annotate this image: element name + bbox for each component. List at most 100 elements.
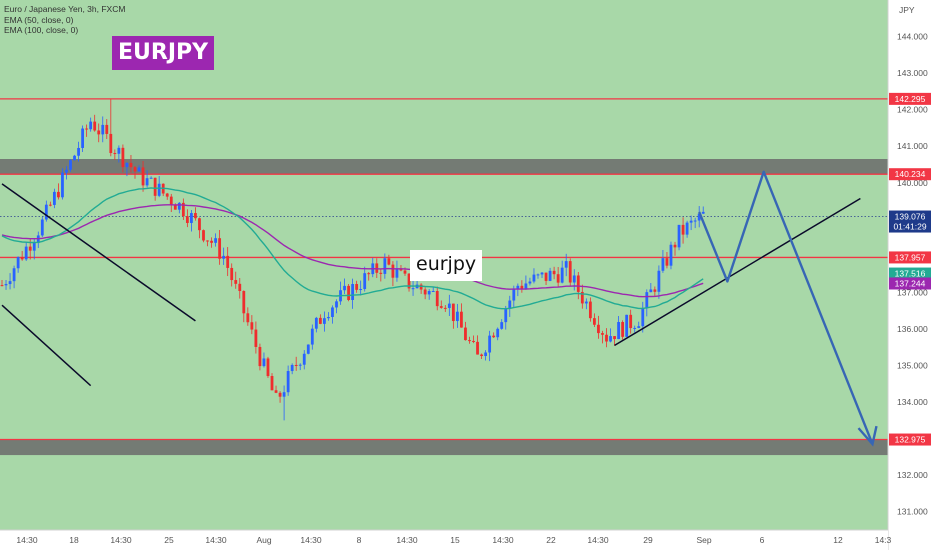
candle-body [8, 281, 12, 285]
candle-body [77, 147, 80, 156]
candle-body [16, 257, 20, 269]
x-tick-label: 14:3 [875, 535, 892, 545]
candle-body [411, 288, 415, 290]
candle-body [141, 167, 145, 186]
candle-body [455, 311, 459, 322]
candle-body [210, 240, 213, 243]
candle-body [496, 328, 500, 338]
candle-body [588, 301, 592, 319]
candle-body [335, 301, 338, 308]
candle-body [625, 314, 629, 337]
x-tick-label: 12 [833, 535, 843, 545]
candle-body [61, 172, 64, 198]
candle-body [653, 289, 657, 292]
x-tick-label: 8 [357, 535, 362, 545]
projection-arrowhead [857, 425, 878, 447]
legend-ema100[interactable]: EMA (100, close, 0) [4, 25, 79, 35]
candle-body [460, 311, 463, 328]
candle-body [258, 346, 262, 367]
candle-body [564, 261, 568, 268]
candle-body [480, 354, 483, 357]
time-axis-panel[interactable] [0, 530, 888, 550]
candle-body [560, 267, 564, 283]
y-tick-label: 142.000 [897, 105, 928, 115]
price-tag-bg [889, 92, 931, 105]
ema50-line [1, 187, 704, 310]
y-tick-label: 144.000 [897, 32, 928, 42]
y-tick-label: 140.000 [897, 178, 928, 188]
candle-body [697, 213, 701, 221]
candle-body [633, 327, 637, 329]
candle-body [347, 285, 350, 301]
candle-body [278, 392, 282, 397]
candle-body [689, 220, 693, 223]
candle-body [173, 204, 177, 210]
candle-body [351, 284, 355, 301]
candle-body [629, 314, 633, 329]
ema-layer [1, 187, 704, 310]
candle-body [52, 191, 56, 205]
candle-body [28, 246, 32, 251]
price-tag-bg [889, 277, 931, 290]
candle-body [250, 322, 254, 330]
countdown-label: 01:41:29 [893, 222, 926, 232]
y-tick-label: 131.000 [897, 507, 928, 517]
candle-body [601, 333, 604, 335]
candle-body [427, 291, 431, 295]
candle-body [641, 308, 645, 327]
candle-body [383, 258, 387, 274]
candle-body [137, 167, 141, 172]
currency-label: JPY [899, 5, 915, 15]
candle-body [234, 280, 238, 284]
candle-body [395, 269, 399, 278]
candle-body [423, 289, 427, 295]
candle-body [40, 219, 44, 236]
candle-body [605, 334, 608, 342]
candle-body [685, 222, 689, 235]
candle-body [117, 147, 121, 154]
candle-body [169, 196, 173, 205]
candle-body [661, 258, 665, 271]
candle-body [367, 273, 371, 275]
candle-body [121, 147, 125, 168]
x-tick-label: 22 [546, 535, 556, 545]
candle-body [69, 160, 72, 170]
price-tag-label: 137.244 [895, 278, 926, 288]
price-tag-bg [889, 168, 931, 181]
candle-body [512, 288, 516, 301]
candle-body [677, 224, 681, 248]
candle-body [89, 121, 93, 130]
candle-body [323, 318, 326, 324]
candle-body [230, 267, 234, 281]
legend-ema50[interactable]: EMA (50, close, 0) [4, 14, 74, 25]
candle-body [266, 358, 270, 377]
candle-body [65, 169, 68, 173]
candle-body [645, 292, 649, 309]
zone-0 [0, 159, 888, 174]
zones-layer [0, 159, 888, 456]
candle-body [222, 255, 226, 259]
candle-body [302, 353, 306, 365]
trendline-0 [1, 183, 196, 322]
candle-body [105, 124, 109, 134]
legend-symbol[interactable]: Euro / Japanese Yen, 3h, FXCM [4, 4, 126, 14]
y-tick-label: 132.000 [897, 470, 928, 480]
y-tick-label: 135.000 [897, 361, 928, 371]
candle-body [508, 300, 512, 309]
y-tick-label: 136.000 [897, 324, 928, 334]
candles-layer [0, 98, 705, 421]
candle-body [665, 258, 669, 266]
x-tick-label: 18 [69, 535, 79, 545]
candle-body [435, 291, 439, 307]
candle-body [544, 272, 548, 281]
candle-body [202, 230, 205, 241]
candle-body [484, 352, 487, 357]
candle-body [593, 318, 596, 325]
candle-body [73, 155, 76, 161]
ema100-line [1, 204, 704, 298]
candle-body [407, 273, 411, 289]
candle-body [701, 211, 705, 214]
